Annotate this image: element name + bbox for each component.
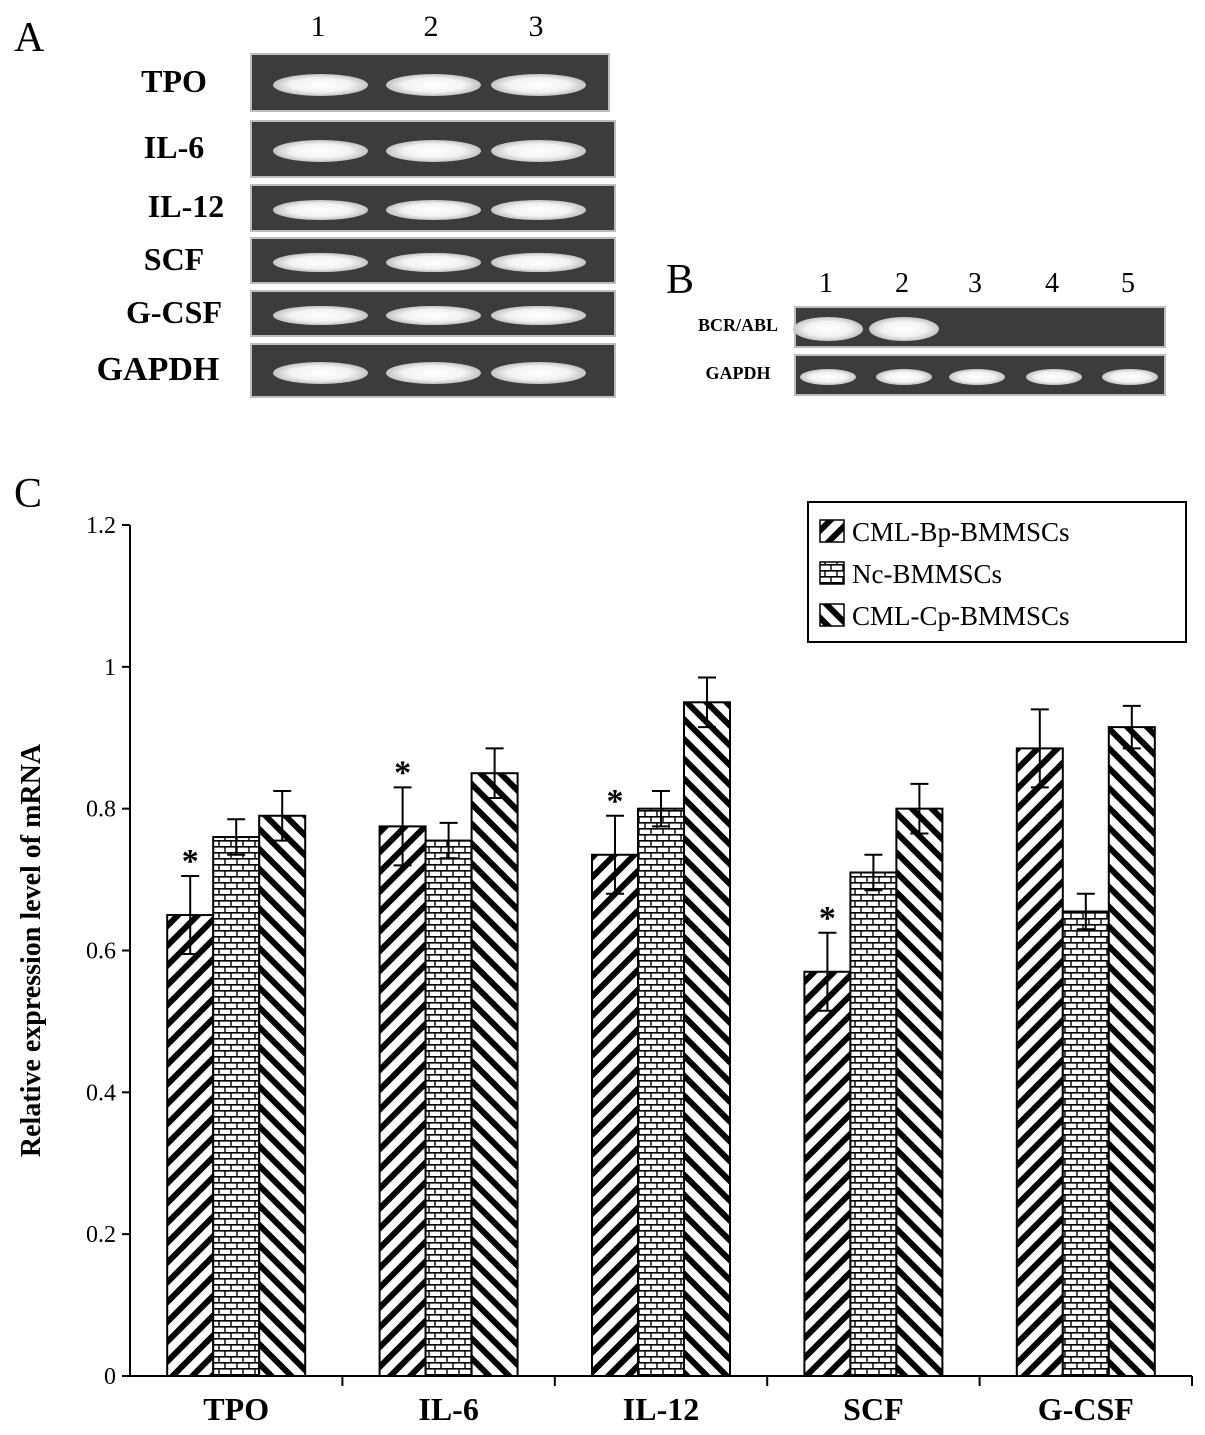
panel-a-gel-strip-scf <box>250 237 616 284</box>
gel-band <box>1026 369 1082 385</box>
legend-label: Nc-BMMSCs <box>852 559 1002 589</box>
panel-a-lane-2: 2 <box>423 10 439 43</box>
x-tick-label: SCF <box>843 1391 903 1427</box>
gel-band <box>869 317 939 341</box>
significance-marker: * <box>394 754 411 791</box>
gel-band <box>793 317 863 341</box>
panel-a-row-label-gapdh: GAPDH <box>96 350 220 388</box>
gel-band <box>272 73 368 96</box>
significance-marker: * <box>607 783 624 820</box>
gel-band <box>385 305 481 326</box>
bar <box>849 871 898 1377</box>
panel-b-gel-strip-gapdh <box>794 354 1166 396</box>
y-tick-label: 0.6 <box>86 939 116 965</box>
bar <box>637 807 685 1377</box>
bar <box>895 807 944 1377</box>
bar <box>470 772 519 1377</box>
legend-swatch <box>819 561 845 585</box>
bar <box>1015 747 1064 1377</box>
panel-a-lane-1: 1 <box>310 10 326 43</box>
gel-band <box>385 361 481 384</box>
significance-marker: * <box>182 843 199 880</box>
panel-a-lane-3: 3 <box>528 10 544 43</box>
panel-b-letter: B <box>666 257 695 303</box>
bar <box>166 914 215 1378</box>
x-tick-label: IL-6 <box>418 1391 478 1427</box>
panel-a-row-label-il-6: IL-6 <box>143 129 205 165</box>
gel-band <box>272 140 368 162</box>
gel-band <box>385 140 481 162</box>
panel-b-lane-3: 3 <box>968 268 982 299</box>
panel-a-row-label-tpo: TPO <box>141 62 207 99</box>
bar <box>591 853 639 1377</box>
legend-label: CML-Bp-BMMSCs <box>852 517 1070 547</box>
panel-a-gel-strip-il-12 <box>250 184 616 232</box>
y-tick-label: 0.2 <box>86 1222 116 1248</box>
gel-band <box>272 305 368 326</box>
panel-a-letter: A <box>14 15 45 61</box>
gel-band <box>272 199 368 221</box>
panel-b-lane-2: 2 <box>895 268 909 299</box>
gel-band <box>490 199 586 221</box>
panel-b-row-label-bcr-abl: BCR/ABL <box>697 315 778 335</box>
panel-b-lane-4: 4 <box>1045 268 1059 299</box>
gel-band <box>385 252 481 273</box>
bar <box>683 701 731 1377</box>
panel-a-gel-strip-g-csf <box>250 290 616 337</box>
panel-a-gel-strip-tpo <box>250 53 610 112</box>
gel-band <box>949 369 1005 385</box>
gel-band <box>876 369 932 385</box>
bar <box>424 839 473 1377</box>
y-tick-label: 0.8 <box>86 797 116 823</box>
panel-b-row-label-gapdh: GAPDH <box>705 363 771 383</box>
y-tick-label: 1 <box>104 655 116 681</box>
legend-label: CML-Cp-BMMSCs <box>852 601 1070 631</box>
x-tick-label: TPO <box>203 1391 269 1427</box>
bar <box>258 814 307 1377</box>
gel-band <box>272 252 368 273</box>
bar <box>378 825 427 1377</box>
gel-band <box>490 361 586 384</box>
legend-swatch <box>819 519 845 543</box>
y-tick-label: 1.2 <box>86 513 116 539</box>
gel-band <box>490 73 586 96</box>
bar <box>803 970 852 1378</box>
y-tick-label: 0.4 <box>86 1080 116 1106</box>
panel-b-lane-1: 1 <box>819 268 833 299</box>
y-tick-label: 0 <box>104 1364 116 1390</box>
gel-band <box>490 305 586 326</box>
x-tick-label: IL-12 <box>623 1391 699 1427</box>
bar <box>1061 910 1110 1378</box>
panel-c-letter: C <box>14 471 43 517</box>
gel-band <box>385 199 481 221</box>
panel-b-lane-5: 5 <box>1121 268 1135 299</box>
panel-a-row-label-g-csf: G-CSF <box>126 293 222 330</box>
significance-marker: * <box>819 900 836 937</box>
x-tick-label: G-CSF <box>1038 1391 1134 1427</box>
gel-band <box>385 73 481 96</box>
gel-band <box>800 369 856 385</box>
panel-a-gel-strip-gapdh <box>250 343 616 398</box>
legend-box <box>807 501 1187 643</box>
gel-band <box>490 252 586 273</box>
panel-a-gel-strip-il-6 <box>250 120 616 178</box>
panel-a-row-label-il-12: IL-12 <box>147 188 225 224</box>
bar <box>212 836 261 1377</box>
gel-band <box>1102 369 1158 385</box>
legend-swatch <box>819 603 845 627</box>
panel-b-gel-strip-bcr-abl <box>793 306 1166 348</box>
gel-band <box>490 140 586 162</box>
y-axis-label: Relative expression level of mRNA <box>16 743 47 1157</box>
bar <box>1107 726 1156 1377</box>
gel-band <box>272 361 368 384</box>
panel-a-row-label-scf: SCF <box>143 240 205 277</box>
